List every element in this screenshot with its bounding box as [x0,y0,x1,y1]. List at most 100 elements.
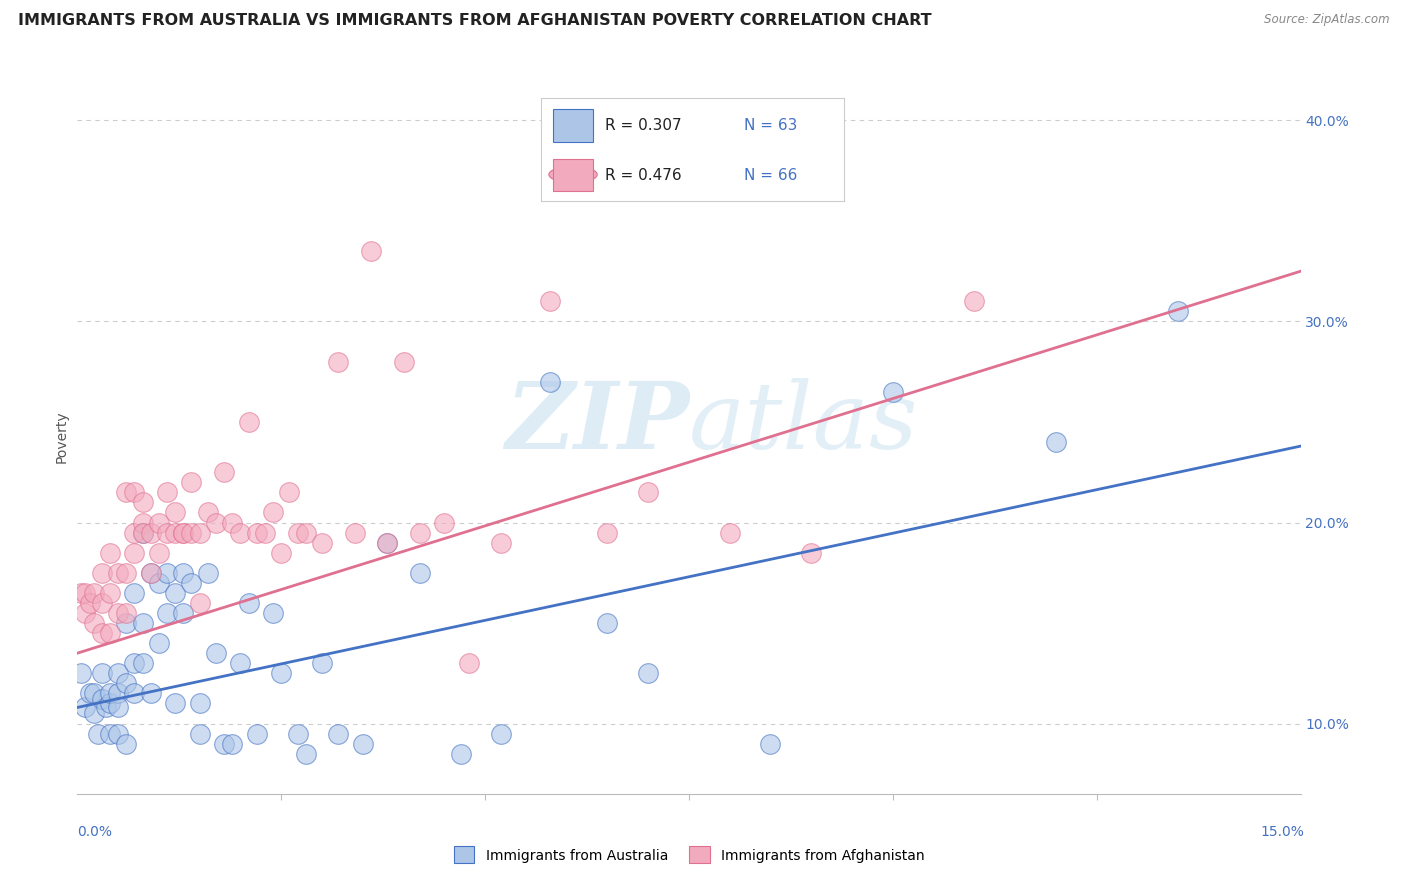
Point [139,525,162,540]
Point [98,586,121,600]
Point [294,747,316,761]
Point [375,535,398,549]
Point [83,615,105,630]
Point [156,566,179,580]
Point [156,525,179,540]
Point [180,475,202,490]
Point [253,525,276,540]
Point [124,546,146,560]
Point [79,596,101,610]
Point [205,646,228,660]
Point [596,615,619,630]
Point [538,294,561,309]
Point [270,546,292,560]
Point [450,747,472,761]
Point [1045,435,1067,450]
Text: 0.0%: 0.0% [77,825,112,839]
Point [409,566,432,580]
Point [205,516,228,530]
Text: ZIP: ZIP [505,378,689,467]
Point [180,575,202,590]
Point [131,525,153,540]
Point [188,726,211,740]
Point [343,525,366,540]
Point [596,525,619,540]
Point [278,485,301,500]
Point [124,657,146,671]
Point [98,726,121,740]
Point [83,586,105,600]
Point [637,485,659,500]
Point [115,676,138,690]
Point [90,626,112,640]
Point [131,615,153,630]
Point [87,726,110,740]
Point [238,596,260,610]
Point [229,657,252,671]
Point [433,516,456,530]
Point [759,737,782,751]
Point [131,495,153,509]
Point [124,686,146,700]
Point [392,354,415,368]
Point [124,485,146,500]
Point [229,525,252,540]
Point [156,606,179,620]
Point [75,606,97,620]
Point [352,737,374,751]
Point [98,686,121,700]
Point [221,737,243,751]
Text: 15.0%: 15.0% [1261,825,1305,839]
Point [131,516,153,530]
Point [90,566,112,580]
Point [94,700,117,714]
Point [107,700,129,714]
Point [90,666,112,681]
Point [83,686,105,700]
Point [238,415,260,429]
Point [165,525,187,540]
Point [800,546,823,560]
Point [98,697,121,711]
Point [180,525,202,540]
Point [718,525,741,540]
Text: IMMIGRANTS FROM AUSTRALIA VS IMMIGRANTS FROM AFGHANISTAN POVERTY CORRELATION CHA: IMMIGRANTS FROM AUSTRALIA VS IMMIGRANTS … [18,13,932,29]
Point [188,697,211,711]
Point [139,566,162,580]
Point [107,666,129,681]
Point [262,506,284,520]
Point [115,615,138,630]
Text: Source: ZipAtlas.com: Source: ZipAtlas.com [1264,13,1389,27]
Point [139,686,162,700]
Point [165,586,187,600]
Point [148,546,170,560]
Point [124,586,146,600]
FancyBboxPatch shape [554,159,593,192]
Point [83,706,105,721]
Text: R = 0.476: R = 0.476 [605,168,682,183]
Text: atlas: atlas [689,378,918,467]
Point [197,566,219,580]
Text: N = 66: N = 66 [744,168,797,183]
Text: R = 0.307: R = 0.307 [605,119,682,133]
Point [79,686,101,700]
Point [287,525,309,540]
Point [491,726,513,740]
Point [409,525,432,540]
Point [328,726,350,740]
Point [172,606,194,620]
Point [131,525,153,540]
Point [148,636,170,650]
Point [294,525,316,540]
FancyBboxPatch shape [554,110,593,142]
Point [165,697,187,711]
Point [107,726,129,740]
Point [457,657,479,671]
Point [165,506,187,520]
Point [75,700,97,714]
Point [246,525,269,540]
Point [212,737,235,751]
Point [172,566,194,580]
Point [375,535,398,549]
Point [90,596,112,610]
